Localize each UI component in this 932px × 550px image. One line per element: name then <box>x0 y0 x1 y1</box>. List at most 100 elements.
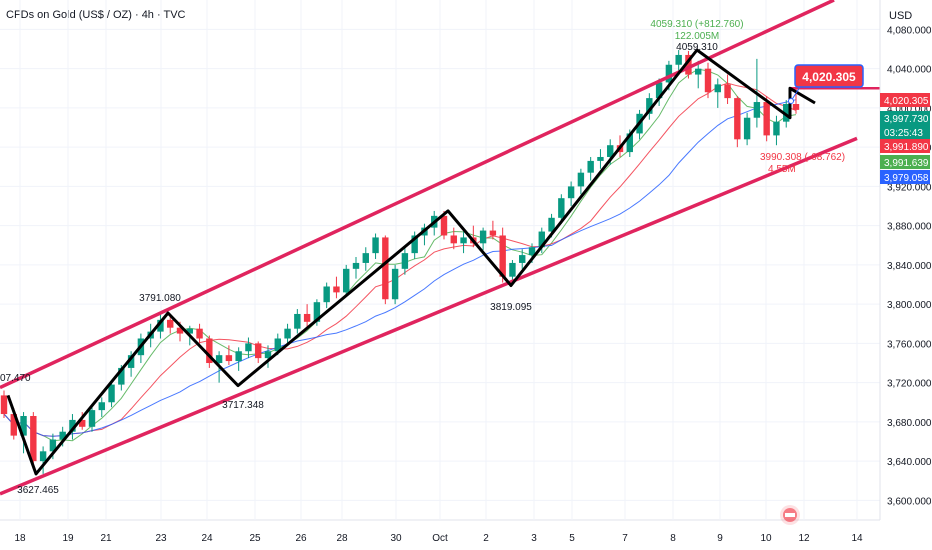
candle-body <box>313 302 321 322</box>
x-tick-label: 26 <box>295 533 307 544</box>
y-tick-label: 3,680.000 <box>887 418 932 429</box>
candle-body <box>411 235 418 254</box>
x-tick-label: 14 <box>851 533 863 544</box>
y-tick-label: 3,720.000 <box>887 379 932 390</box>
candle-body <box>567 186 575 199</box>
x-tick-label: Oct <box>432 533 448 544</box>
price-tags: 4,020.305 3,997.730 03:25:43 3,991.890 3,991… <box>880 93 930 184</box>
candle-body <box>479 230 487 244</box>
candle-body <box>264 351 272 359</box>
x-tick-label: 21 <box>100 533 112 544</box>
candle-body <box>450 235 457 244</box>
candle-body <box>157 319 164 332</box>
candle-body <box>440 215 448 236</box>
candle-body <box>39 451 47 462</box>
x-tick-label: 19 <box>62 533 74 544</box>
ma-mid-line <box>3 82 797 437</box>
candle-body <box>88 410 96 427</box>
price-tag-bg <box>880 170 930 184</box>
candle-body <box>685 54 692 75</box>
candle-body <box>489 230 497 236</box>
candle-body <box>215 355 223 364</box>
annotation-label: 3717.348 <box>222 400 264 411</box>
x-tick-label: 9 <box>717 533 723 544</box>
candle-body <box>284 328 291 339</box>
candle-body <box>294 313 301 329</box>
price-tag-label: 4,020.305 <box>884 96 929 107</box>
candle-body <box>69 419 76 432</box>
candle-body <box>665 64 673 83</box>
candle-body <box>753 102 761 118</box>
x-tick-label: 28 <box>336 533 348 544</box>
callout-box <box>794 64 864 88</box>
x-tick-label: 25 <box>249 533 261 544</box>
price-tag-label: 3,991.890 <box>884 142 929 153</box>
candle-body <box>548 217 555 232</box>
y-axis: 3,600.000 3,640.000 3,680.000 3,720.000 3,76… <box>879 0 932 520</box>
x-tick-label: 24 <box>201 533 213 544</box>
price-tag-bg <box>880 125 930 139</box>
candle-body <box>333 286 340 293</box>
channel-upper-line <box>0 0 835 390</box>
candle-body <box>323 286 330 303</box>
annotation-label: 3990.308 (-68.762) <box>760 152 845 163</box>
x-tick-label: 8 <box>670 533 676 544</box>
grid <box>0 0 880 521</box>
candle-body <box>763 102 770 136</box>
y-tick-label: 3,640.000 <box>887 457 932 468</box>
price-tag-label: 03:25:43 <box>884 128 923 139</box>
candle-body <box>538 231 545 248</box>
price-tag-bg <box>880 139 930 153</box>
candle-body <box>743 117 751 140</box>
price-tag-label: 3,979.058 <box>884 173 929 184</box>
y-tick-label: 4,040.000 <box>887 65 932 76</box>
x-tick-label: 12 <box>798 533 810 544</box>
x-tick-label: 18 <box>14 533 26 544</box>
candle-body <box>59 431 66 440</box>
ma-slow-line <box>3 99 797 437</box>
candle-body <box>255 343 262 359</box>
candle-body <box>167 319 174 328</box>
callout-text: 4,020.305 <box>802 70 856 84</box>
candle-body <box>49 439 57 452</box>
channel-lower-line <box>0 136 858 496</box>
annotation-label: 07.470 <box>0 373 31 384</box>
candle-body <box>186 328 193 334</box>
callout-dot <box>788 98 794 104</box>
channel-lines[interactable] <box>0 0 880 496</box>
x-tick-label: 3 <box>531 533 537 544</box>
candle-body <box>528 247 536 256</box>
annotation-label: 122.005M <box>675 31 719 42</box>
candle-body <box>783 104 790 122</box>
candle-body <box>206 338 213 364</box>
x-tick-label: 5 <box>569 533 575 544</box>
candle-body <box>362 253 369 263</box>
x-axis: 18 19 21 23 24 25 26 28 30 Oct 2 3 5 7 8 9 10 12 14 <box>14 533 863 544</box>
candle-body <box>391 268 399 300</box>
candle-body <box>274 338 281 352</box>
annotation-label: 4059.310 (+812.760) <box>650 19 743 30</box>
candle-body <box>655 82 663 99</box>
candle-body <box>245 343 252 352</box>
candle-body <box>0 395 8 415</box>
candle-body <box>792 104 800 110</box>
annotation-label: 4059.310 <box>676 42 718 53</box>
candle-body <box>372 237 379 254</box>
tradingview-logo-icon <box>780 505 800 525</box>
y-tick-label: 4,000.000 <box>887 104 932 115</box>
candle-body <box>519 255 526 263</box>
candle-body <box>773 121 780 136</box>
candle-body <box>704 68 712 93</box>
candle-body <box>30 416 37 462</box>
candle-body <box>695 68 702 75</box>
annotations: 07.470 3627.465 3791.080 3717.348 3819.095 40… <box>0 19 864 496</box>
candle-body <box>460 237 467 244</box>
candle-body <box>196 328 203 339</box>
price-callout[interactable]: 4,020.305 <box>788 64 864 104</box>
candle-body <box>343 268 350 293</box>
candle-body <box>303 313 311 322</box>
candle-body <box>118 367 125 385</box>
zigzag-path <box>6 48 816 476</box>
zigzag-line[interactable] <box>6 48 816 476</box>
